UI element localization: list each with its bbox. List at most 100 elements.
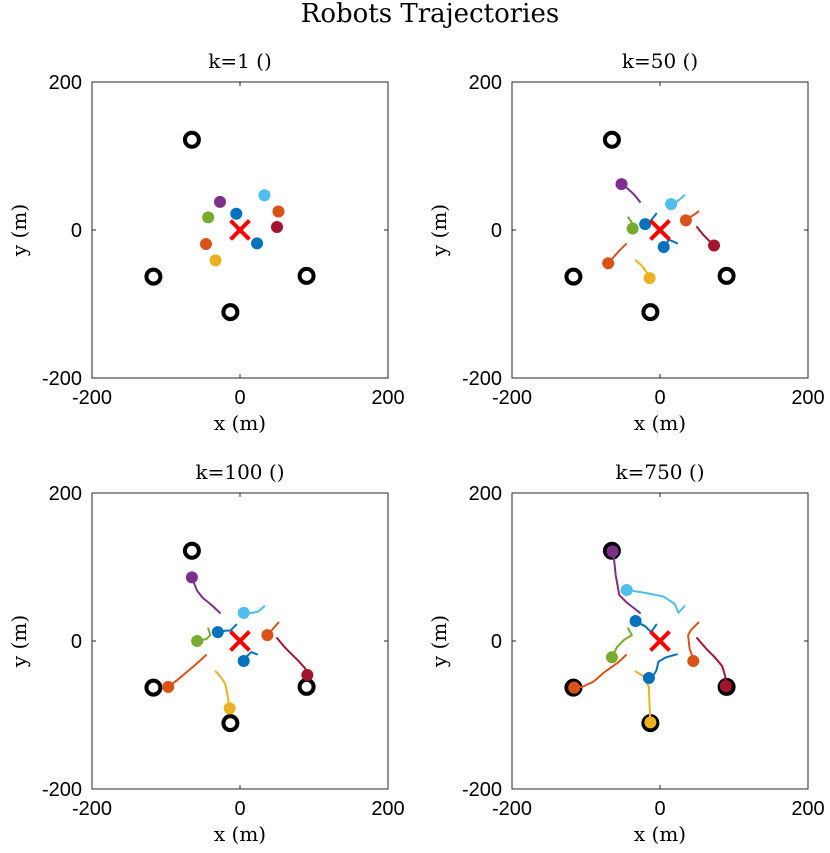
robot-position-point [626,222,639,235]
robot-position-point [214,195,227,208]
robot-position-point [199,238,212,251]
x-tick-label: -200 [492,387,532,409]
subplot-title: k=1 () [208,49,272,73]
robot-position-point [568,681,581,694]
y-tick-label: 0 [71,220,82,242]
robot-position-point [272,205,285,218]
robot-trajectory [634,670,652,724]
x-tick-label: 0 [654,387,665,409]
subplot-2: -200 0 200 -200 0 200 k=50 () x (m) y (m) [427,49,825,435]
goal-ring [221,714,240,733]
x-axis-label: x (m) [634,822,686,846]
x-tick-label: 0 [654,798,665,820]
robot-position-point [629,615,642,628]
goal-ring [641,303,660,322]
robot-position-point [605,651,618,664]
y-axis-label: y (m) [427,204,451,257]
target-marker-stroke-b [229,630,251,652]
robot-trajectory [214,670,231,710]
x-tick-label: 0 [234,387,245,409]
goal-ring [221,303,240,322]
robot-position-point [615,178,628,191]
robot-position-point [230,207,243,220]
goal-ring [717,266,736,285]
robot-position-point [202,211,215,224]
robot-position-point [665,198,678,211]
goal-ring [144,267,163,286]
subplot-1: -200 0 200 -200 0 200 k=1 () x (m) y (m) [7,49,405,435]
subplot-title: k=750 () [615,460,704,484]
robot-position-point [271,221,283,234]
robot-position-point [251,237,264,250]
robot-position-point [162,680,175,693]
robot-position-point [209,254,222,267]
subplot-title: k=50 () [622,49,698,73]
goal-ring [144,678,163,697]
robot-position-point [639,218,652,231]
y-axis-label: y (m) [7,204,31,257]
robot-position-point [642,672,655,684]
subplot-grid: -200 0 200 -200 0 200 k=1 () x (m) y (m) -200 0 200… [7,49,825,846]
robot-trajectory [573,654,627,689]
target-marker-stroke-b [229,219,251,241]
robot-position-point [211,626,224,639]
robot-position-point [644,716,657,729]
x-tick-label: 200 [791,798,824,820]
robot-position-point [620,583,633,596]
y-tick-label: 0 [71,631,82,653]
y-tick-label: 200 [49,72,82,94]
goal-ring [297,266,316,285]
goal-ring [182,130,201,149]
y-tick-label: 200 [49,483,82,505]
y-tick-label: 0 [491,220,502,242]
x-tick-label: -200 [72,387,112,409]
robot-position-point [237,654,250,667]
target-marker-stroke-b [649,219,671,241]
robot-trajectory [167,654,207,688]
y-tick-label: -200 [462,779,502,801]
goal-ring [564,267,583,286]
robot-position-point [687,654,700,667]
subplot-3: -200 0 200 -200 0 200 k=100 () x (m) y (m) [7,460,405,846]
figure-title: Robots Trajectories [301,0,559,29]
y-tick-label: -200 [42,779,82,801]
robot-position-point [602,257,615,270]
data-layer [564,541,736,733]
robot-position-point [301,669,314,682]
goal-ring [602,541,621,560]
x-axis-label: x (m) [634,411,686,435]
y-axis-label: y (m) [7,615,31,668]
robot-position-point [719,680,732,693]
x-axis-label: x (m) [214,822,266,846]
y-tick-label: -200 [462,368,502,390]
robot-position-point [185,571,198,584]
robot-position-point [708,239,721,252]
robot-position-point [258,189,271,202]
target-marker-stroke-b [649,630,671,652]
y-tick-label: 200 [469,483,502,505]
x-tick-label: 200 [371,387,404,409]
x-tick-label: -200 [492,798,532,820]
x-tick-label: 200 [371,798,404,820]
robot-position-point [606,545,619,558]
y-tick-label: -200 [42,368,82,390]
data-layer [144,130,316,322]
subplot-4: -200 0 200 -200 0 200 k=750 () x (m) y (m) [427,460,825,846]
x-tick-label: 0 [234,798,245,820]
robot-position-point [191,635,204,647]
x-axis-label: x (m) [214,411,266,435]
data-layer [564,130,736,322]
goal-ring [182,541,201,560]
x-tick-label: -200 [72,798,112,820]
goal-ring [717,677,736,696]
robot-trajectory [696,637,727,688]
data-layer [144,541,316,733]
y-tick-label: 0 [491,631,502,653]
robot-trajectory [611,550,641,614]
robot-position-point [657,241,670,254]
subplot-title: k=100 () [195,460,284,484]
goal-ring [602,130,621,149]
robot-position-point [679,214,692,227]
robot-position-point [223,702,236,715]
